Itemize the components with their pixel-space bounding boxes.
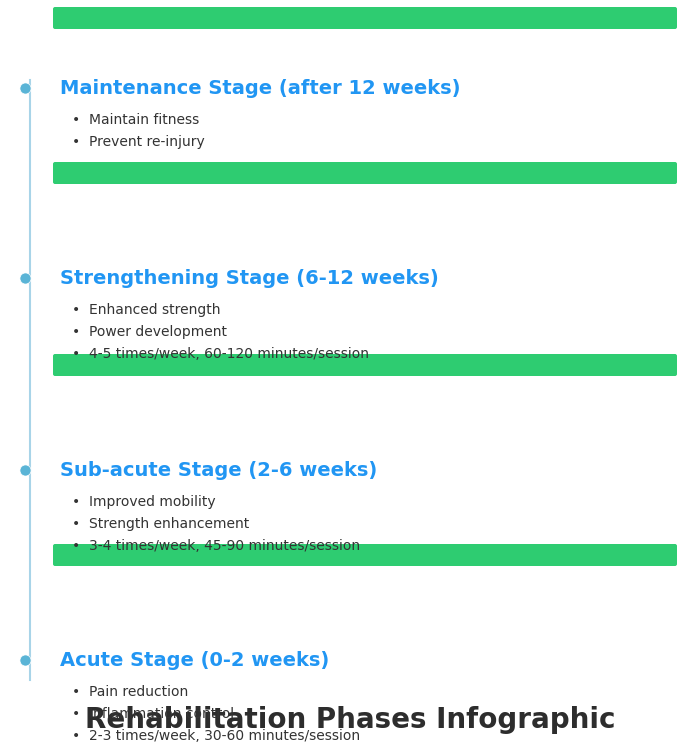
FancyBboxPatch shape: [53, 162, 677, 184]
Text: •  3-4 times/week, 45-90 minutes/session: • 3-4 times/week, 45-90 minutes/session: [72, 539, 360, 553]
FancyBboxPatch shape: [53, 7, 677, 29]
Text: •  Enhanced strength: • Enhanced strength: [72, 303, 220, 317]
Text: •  Pain reduction: • Pain reduction: [72, 685, 188, 699]
Text: •  Maintain fitness: • Maintain fitness: [72, 113, 200, 127]
FancyBboxPatch shape: [53, 354, 677, 376]
Text: •  Inflammation control: • Inflammation control: [72, 707, 234, 721]
Text: •  Strength enhancement: • Strength enhancement: [72, 517, 249, 531]
Text: •  Prevent re-injury: • Prevent re-injury: [72, 135, 204, 149]
Text: Rehabilitation Phases Infographic: Rehabilitation Phases Infographic: [85, 706, 615, 734]
Text: Maintenance Stage (after 12 weeks): Maintenance Stage (after 12 weeks): [60, 79, 461, 98]
Text: Acute Stage (0-2 weeks): Acute Stage (0-2 weeks): [60, 650, 329, 670]
Text: •  2-3 times/week, 30-60 minutes/session: • 2-3 times/week, 30-60 minutes/session: [72, 729, 360, 743]
Text: Strengthening Stage (6-12 weeks): Strengthening Stage (6-12 weeks): [60, 268, 439, 287]
FancyBboxPatch shape: [53, 544, 677, 566]
Text: •  Power development: • Power development: [72, 325, 227, 339]
Text: •  4-5 times/week, 60-120 minutes/session: • 4-5 times/week, 60-120 minutes/session: [72, 347, 369, 361]
Text: •  Improved mobility: • Improved mobility: [72, 495, 216, 509]
Text: Sub-acute Stage (2-6 weeks): Sub-acute Stage (2-6 weeks): [60, 460, 377, 479]
